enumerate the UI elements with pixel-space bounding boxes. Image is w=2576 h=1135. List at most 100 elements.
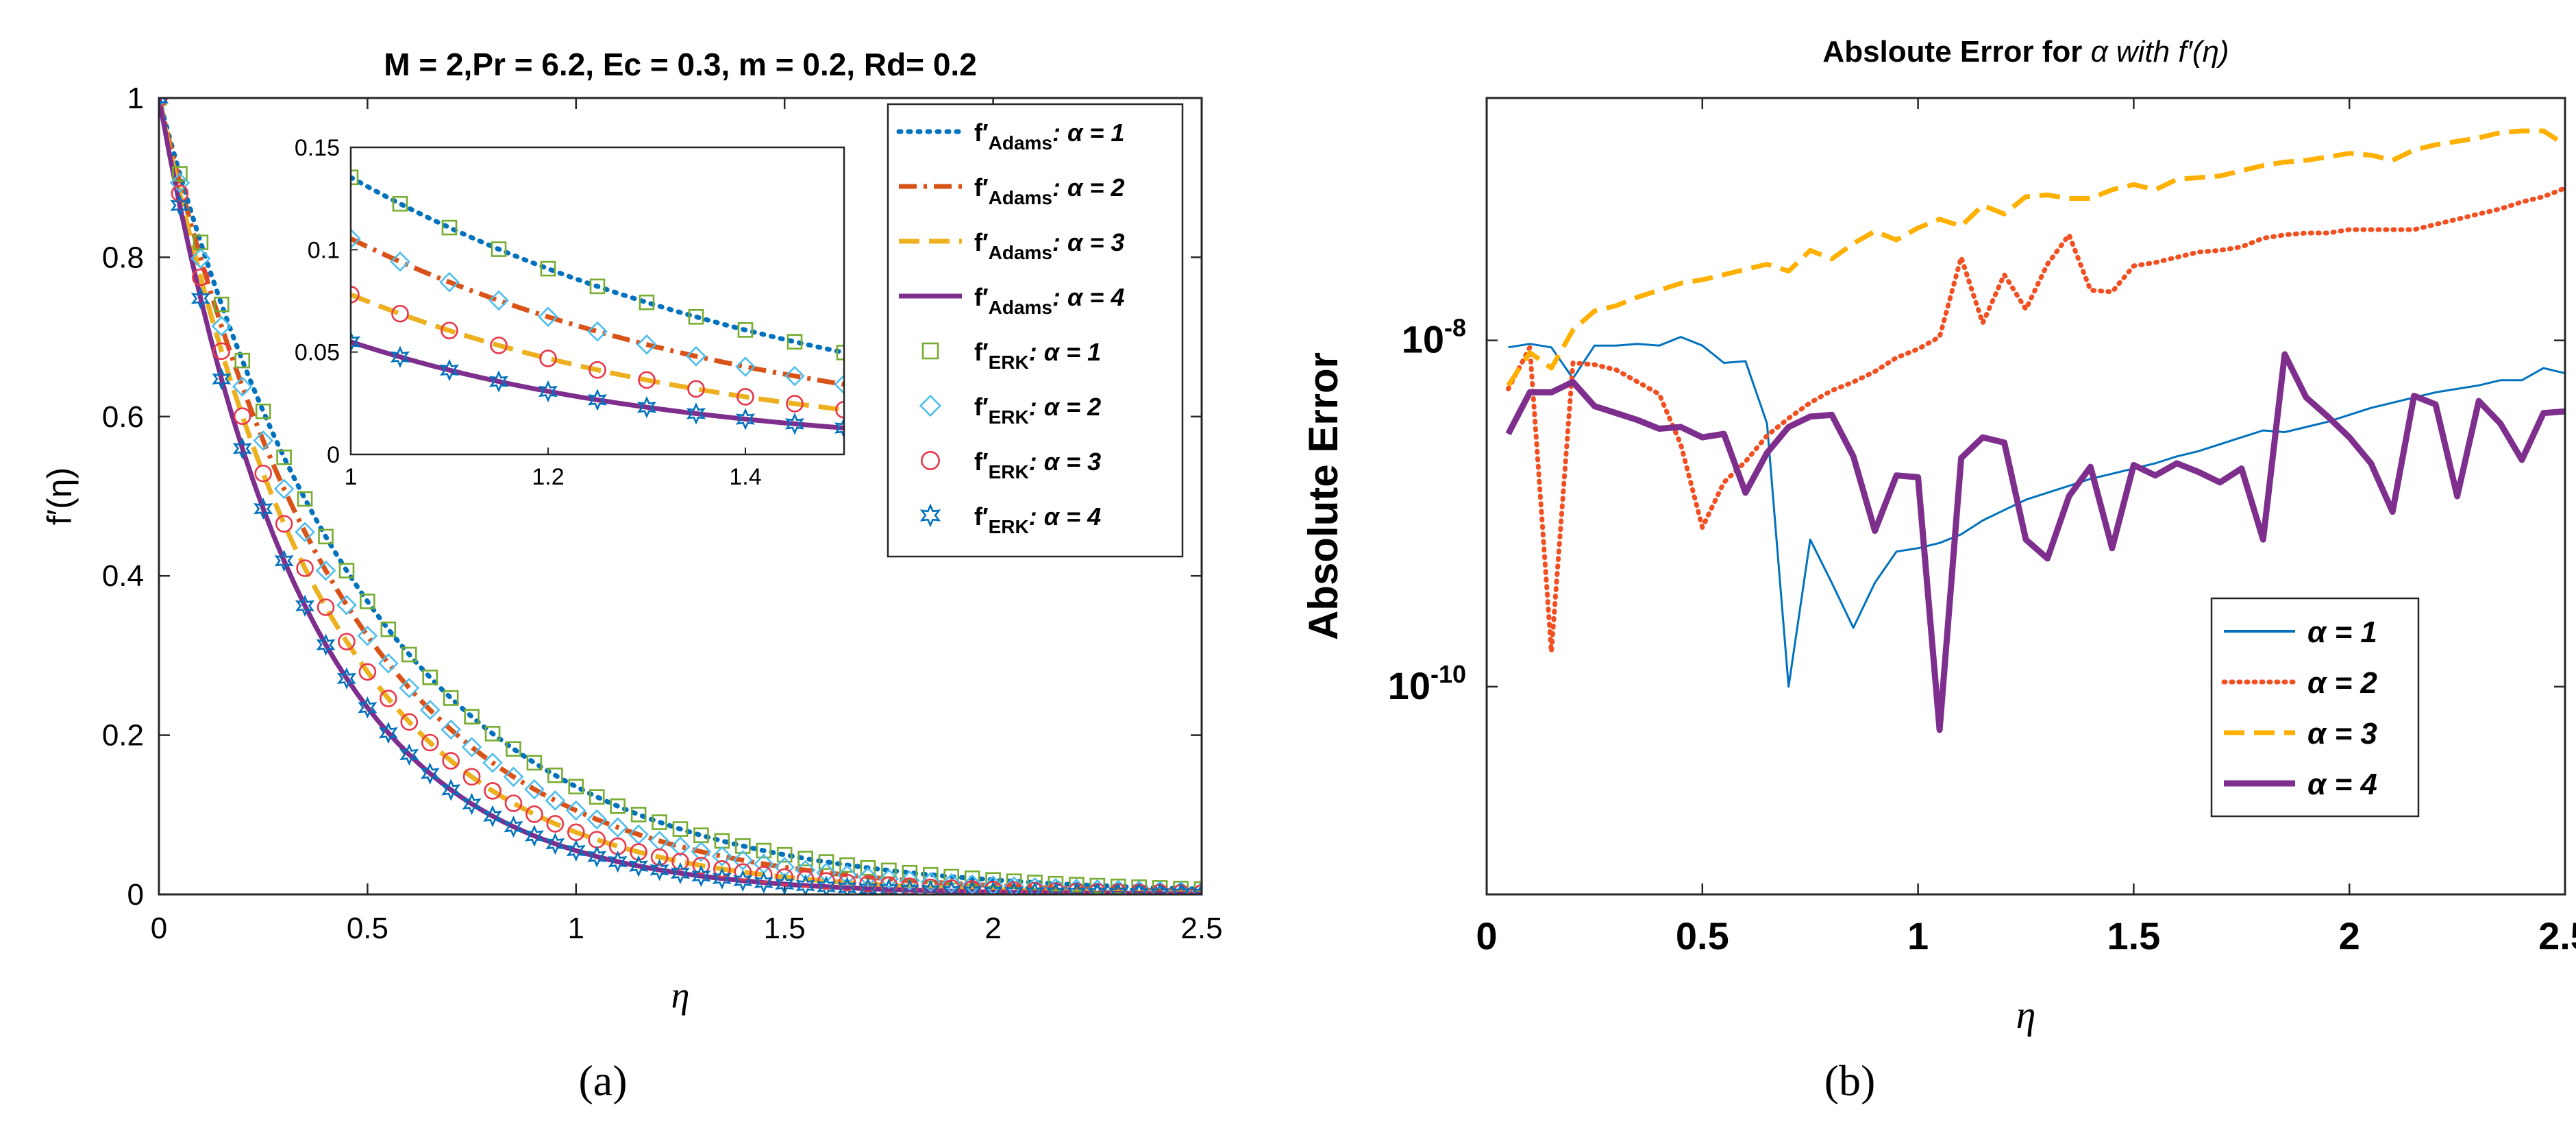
marker-a-circle	[421, 733, 439, 752]
x-tick-label-b: 1	[1907, 914, 1929, 957]
axes-b-xtick-labels: 0 0.5 1 1.5 2 2.5	[1476, 914, 2576, 957]
inset-marker-circle	[835, 401, 844, 419]
panel-a-xlabel: η	[671, 975, 690, 1016]
inset-marker-hexagram	[538, 380, 558, 403]
marker-a-circle	[462, 768, 481, 786]
marker-a-square	[1048, 875, 1064, 892]
marker-a-diamond	[190, 248, 211, 269]
marker-a-hexagram	[420, 762, 440, 785]
marker-a-square	[610, 798, 626, 814]
marker-a-diamond	[691, 841, 712, 862]
marker-a-hexagram	[670, 862, 691, 885]
legend-a-label: f′Adams: α = 1	[974, 119, 1124, 154]
marker-a-diamond	[1004, 876, 1024, 894]
marker-a-hexagram	[295, 594, 315, 618]
y-tick-label-b: 10-10	[1388, 660, 1466, 707]
marker-a-diamond	[670, 836, 691, 857]
panel-a-ylabel: f′(η)	[40, 467, 79, 525]
marker-a-hexagram	[1171, 882, 1191, 894]
marker-a-circle	[734, 863, 752, 881]
line-b-solid	[1505, 351, 2565, 733]
marker-a-diamond	[920, 872, 941, 892]
inset-marker-hexagram	[587, 389, 608, 411]
marker-a-hexagram	[524, 825, 545, 847]
inset-marker-square	[392, 195, 408, 212]
y-tick-label-a: 0.2	[102, 719, 144, 753]
legend-a-label: f′Adams: α = 2	[974, 173, 1124, 208]
marker-a-square	[214, 296, 230, 313]
marker-a-circle	[296, 559, 314, 577]
marker-a-diamond	[858, 866, 878, 888]
marker-a-square	[652, 814, 667, 830]
inset-y-tick-label: 0.1	[308, 237, 340, 263]
x-tick-label-b: 2.5	[2538, 914, 2576, 957]
marker-a-hexagram	[274, 550, 294, 572]
x-tick-label-b: 1.5	[2107, 914, 2160, 957]
inset-marker-hexagram	[488, 370, 509, 393]
marker-a-square	[547, 767, 563, 783]
y-tick-label-b: 10-8	[1402, 314, 1466, 361]
panel-b-series-lines	[1505, 128, 2565, 733]
marker-a-diamond	[503, 766, 524, 788]
marker-a-square	[380, 621, 397, 637]
panel-b-legend: α = 1 α = 2 α = 3 α = 4	[2210, 597, 2420, 818]
marker-a-hexagram	[441, 779, 461, 801]
marker-a-square	[401, 646, 417, 663]
y-tick-label-a: 1	[127, 82, 144, 115]
marker-a-hexagram	[545, 832, 565, 855]
marker-a-diamond	[378, 653, 399, 674]
marker-a-diamond	[419, 699, 441, 720]
legend-a-items: f′Adams: α = 1 f′Adams: α = 2 f′Adams: α =…	[896, 119, 1124, 537]
marker-a-circle	[338, 633, 356, 650]
marker-a-square	[360, 594, 375, 609]
inset-marker-hexagram	[636, 396, 657, 419]
marker-a-circle	[630, 843, 647, 861]
marker-a-hexagram	[358, 696, 377, 719]
panel-a-title: M = 2,Pr = 6.2, Ec = 0.3, m = 0.2, Rd= 0…	[384, 47, 977, 82]
inset-line-dashed-alpha-3	[351, 292, 844, 413]
legend-a-box	[887, 103, 1184, 558]
x-tick-label-a: 2	[984, 912, 1001, 945]
inset-marker-circle	[441, 321, 458, 340]
marker-a-square	[797, 851, 813, 866]
marker-a-hexagram	[983, 881, 1003, 894]
marker-a-hexagram	[921, 879, 941, 894]
marker-a-square	[839, 857, 855, 873]
marker-a-square	[338, 563, 355, 578]
marker-a-circle	[546, 815, 565, 833]
marker-a-diamond	[795, 859, 816, 881]
inset-marker-hexagram	[351, 330, 361, 353]
caption-b: (b)	[1824, 1056, 1876, 1105]
inset-series-markers	[351, 169, 844, 439]
inset-marker-square	[639, 294, 655, 310]
y-tick-label-a: 0.6	[102, 400, 144, 434]
inset-marker-diamond	[686, 345, 706, 367]
panel-a-series-lines	[159, 98, 1202, 894]
inset-marker-square	[589, 278, 606, 295]
inset-marker-diamond	[784, 365, 805, 387]
marker-a-diamond	[357, 625, 378, 646]
panel-b-xlabel: η	[2016, 992, 2036, 1037]
marker-a-diamond	[982, 875, 1004, 894]
legend-a-label: f′Adams: α = 4	[974, 283, 1124, 318]
marker-a-diamond	[232, 376, 253, 397]
inset-marker-square	[787, 334, 803, 350]
inset-marker-circle	[391, 304, 409, 323]
marker-a-circle	[358, 663, 377, 681]
marker-a-hexagram	[1025, 881, 1045, 894]
marker-a-circle	[525, 805, 543, 823]
marker-a-square	[756, 842, 772, 859]
marker-a-hexagram	[879, 878, 899, 894]
marker-a-hexagram	[1004, 881, 1024, 894]
marker-a-square	[589, 789, 605, 805]
panel-a-series-markers	[159, 98, 1202, 894]
legend-a-swatch-circle	[921, 451, 940, 470]
x-tick-label-a: 2.5	[1180, 912, 1222, 945]
legend-b-label: α = 3	[2307, 717, 2377, 750]
inset-marker-circle	[351, 285, 360, 304]
line-b-dashed	[1506, 128, 2565, 387]
marker-a-hexagram	[733, 869, 753, 892]
panel-a: M = 2,Pr = 6.2, Ec = 0.3, m = 0.2, Rd= 0…	[40, 47, 1223, 1016]
inset-marker-square	[836, 345, 844, 361]
